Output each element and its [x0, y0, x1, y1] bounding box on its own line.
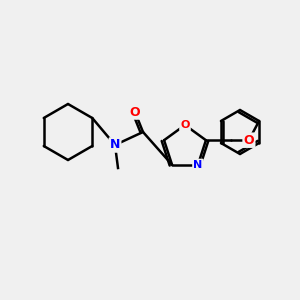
- Text: O: O: [130, 106, 140, 118]
- Text: N: N: [193, 160, 203, 170]
- Text: O: O: [180, 120, 190, 130]
- Text: N: N: [110, 139, 120, 152]
- Text: O: O: [244, 134, 254, 147]
